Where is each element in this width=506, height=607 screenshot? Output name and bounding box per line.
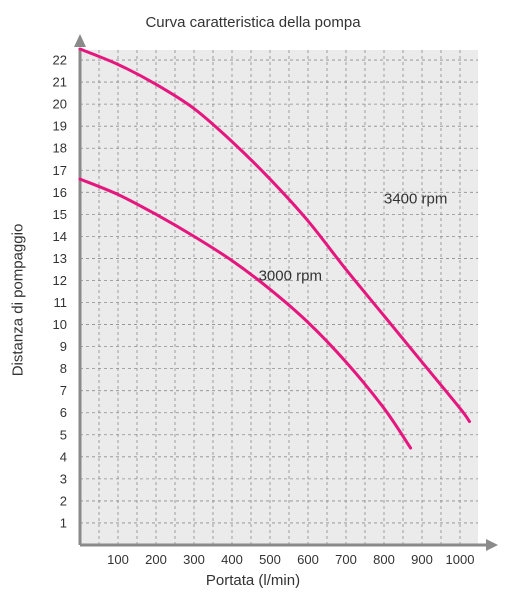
y-tick-label: 16 bbox=[53, 185, 67, 200]
x-tick-label: 400 bbox=[221, 552, 243, 567]
chart-title: Curva caratteristica della pompa bbox=[145, 14, 361, 31]
y-tick-label: 15 bbox=[53, 207, 67, 222]
y-tick-label: 4 bbox=[60, 449, 67, 464]
y-tick-label: 10 bbox=[53, 317, 67, 332]
x-tick-label: 200 bbox=[145, 552, 167, 567]
x-tick-label: 600 bbox=[297, 552, 319, 567]
y-tick-label: 8 bbox=[60, 361, 67, 376]
y-tick-label: 7 bbox=[60, 383, 67, 398]
x-tick-label: 700 bbox=[335, 552, 357, 567]
y-tick-label: 20 bbox=[53, 97, 67, 112]
y-tick-label: 3 bbox=[60, 471, 67, 486]
x-tick-label: 500 bbox=[259, 552, 281, 567]
x-tick-label: 800 bbox=[373, 552, 395, 567]
y-tick-label: 11 bbox=[54, 295, 68, 310]
x-tick-label: 900 bbox=[411, 552, 433, 567]
x-tick-label: 1000 bbox=[446, 552, 475, 567]
y-tick-label: 12 bbox=[53, 273, 67, 288]
y-tick-label: 19 bbox=[53, 119, 67, 134]
series-label-3000-rpm: 3000 rpm bbox=[259, 267, 322, 284]
y-tick-label: 9 bbox=[60, 339, 67, 354]
x-tick-label: 100 bbox=[107, 552, 129, 567]
y-tick-label: 1 bbox=[60, 515, 67, 530]
y-tick-label: 13 bbox=[53, 251, 67, 266]
x-axis-arrow bbox=[486, 539, 498, 551]
y-tick-label: 5 bbox=[60, 427, 67, 442]
y-tick-label: 6 bbox=[60, 405, 67, 420]
x-tick-label: 300 bbox=[183, 552, 205, 567]
y-tick-label: 18 bbox=[53, 141, 67, 156]
y-tick-label: 14 bbox=[53, 229, 67, 244]
y-tick-label: 21 bbox=[53, 75, 67, 90]
series-label-3400-rpm: 3400 rpm bbox=[384, 190, 447, 207]
series-line-3400-rpm bbox=[78, 47, 471, 424]
series-line-3000-rpm bbox=[78, 177, 413, 450]
x-axis-label: Portata (l/min) bbox=[205, 572, 301, 589]
y-tick-label: 2 bbox=[60, 493, 67, 508]
y-tick-label: 22 bbox=[53, 53, 67, 68]
y-tick-label: 17 bbox=[53, 163, 67, 178]
y-axis-arrow bbox=[74, 34, 86, 47]
